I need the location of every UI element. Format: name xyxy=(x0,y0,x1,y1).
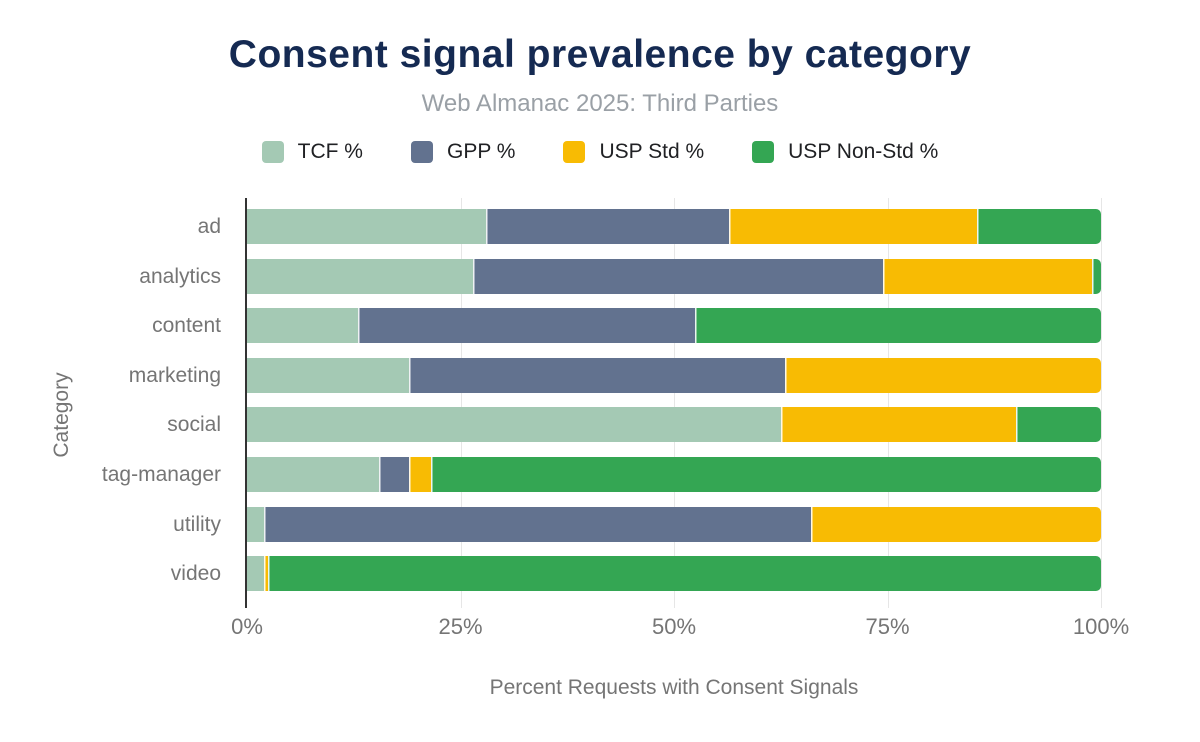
x-tick-label: 50% xyxy=(651,614,697,639)
bar-row-utility xyxy=(247,506,1101,542)
bar-segment xyxy=(247,209,487,244)
legend-item: TCF % xyxy=(261,140,363,164)
bar-segment xyxy=(729,209,978,244)
x-axis-ticks: 0% 25% 50% 75% 100% xyxy=(231,614,1129,644)
legend-item: USP Non-Std % xyxy=(752,140,938,164)
bar-segment xyxy=(409,357,785,393)
bar-segment xyxy=(379,457,410,492)
legend-label: USP Std % xyxy=(599,140,705,163)
bar-row-social xyxy=(247,407,1101,443)
bar-segment xyxy=(1015,407,1101,443)
legend-swatch-icon xyxy=(410,141,433,163)
bar-row-content xyxy=(247,308,1101,344)
bar-segment xyxy=(247,506,265,542)
category-label-ad: ad xyxy=(197,215,221,238)
bar-segment xyxy=(810,506,1101,542)
bar-segment xyxy=(785,357,1101,393)
legend-item: GPP % xyxy=(410,140,516,164)
bar-row-analytics xyxy=(247,258,1101,294)
category-label-video: video xyxy=(170,562,221,586)
category-label-marketing: marketing xyxy=(128,363,221,387)
y-axis-category-labels: ad analytics content marketing social tag-man… xyxy=(0,198,233,608)
legend-swatch-icon xyxy=(261,141,284,163)
x-tick-label: 75% xyxy=(865,614,910,639)
chart-title: Consent signal prevalence by category xyxy=(228,33,972,76)
legend-swatch-icon xyxy=(752,141,775,163)
bar-segment xyxy=(977,209,1101,244)
x-axis-title: Percent Requests with Consent Signals xyxy=(489,676,859,699)
bar-row-tag-manager xyxy=(247,457,1101,492)
legend: TCF % GPP % USP Std % USP Non-Std % xyxy=(0,140,1200,164)
gridline xyxy=(460,198,462,608)
bar-segment xyxy=(1092,258,1101,294)
y-axis-line xyxy=(245,198,247,608)
legend-label: TCF % xyxy=(297,140,363,163)
chart-subtitle: Web Almanac 2025: Third Parties xyxy=(421,90,779,117)
bar-segment xyxy=(430,457,1101,492)
bar-segment xyxy=(247,357,410,393)
bar-segment xyxy=(883,258,1093,294)
bar-segment xyxy=(247,457,380,492)
bar-segment xyxy=(247,407,781,443)
bar-segment xyxy=(247,556,265,592)
category-label-utility: utility xyxy=(173,512,221,536)
plot-area xyxy=(245,198,1102,608)
bar-row-marketing xyxy=(247,357,1101,393)
bar-segment xyxy=(264,556,269,592)
bar-segment xyxy=(247,308,359,344)
bar-segment xyxy=(473,258,884,294)
bar-segment xyxy=(358,308,696,344)
bar-segment xyxy=(695,308,1101,344)
bar-segment xyxy=(247,258,474,294)
y-axis-title: Category xyxy=(50,372,73,458)
x-tick-label: 100% xyxy=(1072,614,1130,639)
legend-swatch-icon xyxy=(563,141,586,163)
gridline xyxy=(887,198,889,608)
gridline xyxy=(674,198,675,608)
bar-segment xyxy=(409,457,431,492)
bar-segment xyxy=(268,556,1101,592)
legend-item: USP Std % xyxy=(563,140,704,164)
category-label-content: content xyxy=(152,314,221,338)
bar-segment xyxy=(780,407,1016,443)
bar-segment xyxy=(486,209,730,244)
x-tick-label: 0% xyxy=(231,614,263,639)
category-label-social: social xyxy=(167,413,221,437)
category-label-analytics: analytics xyxy=(139,264,221,288)
legend-label: GPP % xyxy=(446,140,516,163)
bar-row-ad xyxy=(247,209,1101,244)
bar-row-video xyxy=(247,556,1101,592)
x-tick-label: 25% xyxy=(438,614,483,639)
legend-label: USP Non-Std % xyxy=(788,140,939,163)
bar-segment xyxy=(264,506,811,542)
category-label-tag-manager: tag-manager xyxy=(101,463,221,486)
gridline xyxy=(1101,198,1102,608)
